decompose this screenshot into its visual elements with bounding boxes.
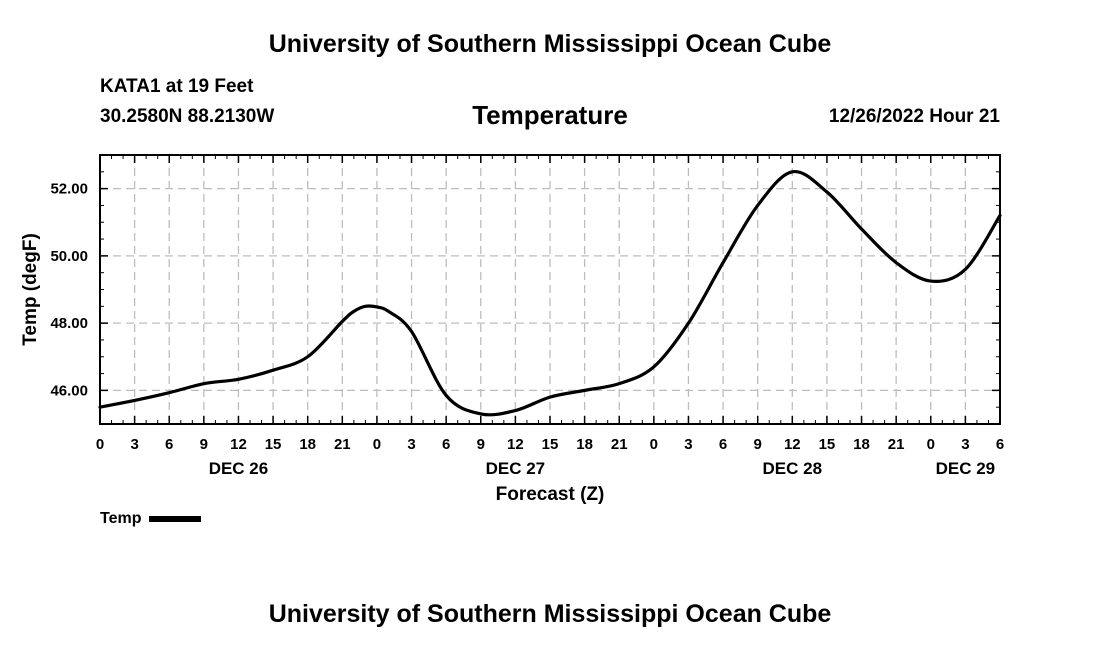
x-tick-label: 0 [650,436,658,453]
x-tick-label: 18 [299,436,316,453]
x-tick-label: 3 [684,436,692,453]
x-tick-label: 18 [576,436,593,453]
legend-label: Temp [100,510,142,527]
x-tick-label: 9 [200,436,208,453]
valid-time-label: 12/26/2022 Hour 21 [828,106,1000,127]
y-tick-label: 48.00 [50,315,88,332]
x-tick-label: 15 [542,436,559,453]
x-tick-label: 12 [784,436,801,453]
y-axis-label: Temp (degF) [20,233,41,346]
x-tick-label: 6 [442,436,450,453]
x-tick-label: 21 [334,436,351,453]
chart-subtitle: Temperature [472,100,628,130]
x-tick-label: 6 [719,436,727,453]
x-tick-label: 15 [819,436,836,453]
x-tick-label: 0 [96,436,104,453]
x-tick-label: 9 [754,436,762,453]
x-tick-label: 3 [961,436,969,453]
legend-line-swatch [149,516,202,522]
x-day-label: DEC 26 [209,459,269,478]
x-day-label: DEC 27 [486,459,546,478]
x-tick-label: 18 [853,436,870,453]
y-tick-label: 50.00 [50,248,88,265]
x-tick-label: 21 [611,436,628,453]
x-day-label: DEC 29 [936,459,996,478]
x-tick-label: 15 [265,436,282,453]
y-tick-label: 46.00 [50,382,88,399]
x-tick-label: 6 [165,436,173,453]
y-tick-label: 52.00 [50,181,88,198]
coordinates-label: 30.2580N 88.2130W [100,106,275,127]
x-tick-label: 21 [888,436,905,453]
chart-title-bottom: University of Southern Mississippi Ocean… [268,600,832,628]
x-axis-label: Forecast (Z) [496,484,605,505]
x-tick-label: 9 [477,436,485,453]
x-tick-label: 6 [996,436,1004,453]
x-tick-label: 3 [130,436,138,453]
chart-title-top: University of Southern Mississippi Ocean… [268,30,832,58]
x-tick-label: 12 [230,436,247,453]
x-tick-label: 0 [373,436,381,453]
x-tick-label: 12 [507,436,524,453]
x-day-label: DEC 28 [763,459,823,478]
legend: Temp [100,510,202,528]
series-line-temp [98,170,1002,417]
x-tick-label: 0 [927,436,935,453]
x-tick-label: 3 [407,436,415,453]
station-label: KATA1 at 19 Feet [100,76,254,97]
